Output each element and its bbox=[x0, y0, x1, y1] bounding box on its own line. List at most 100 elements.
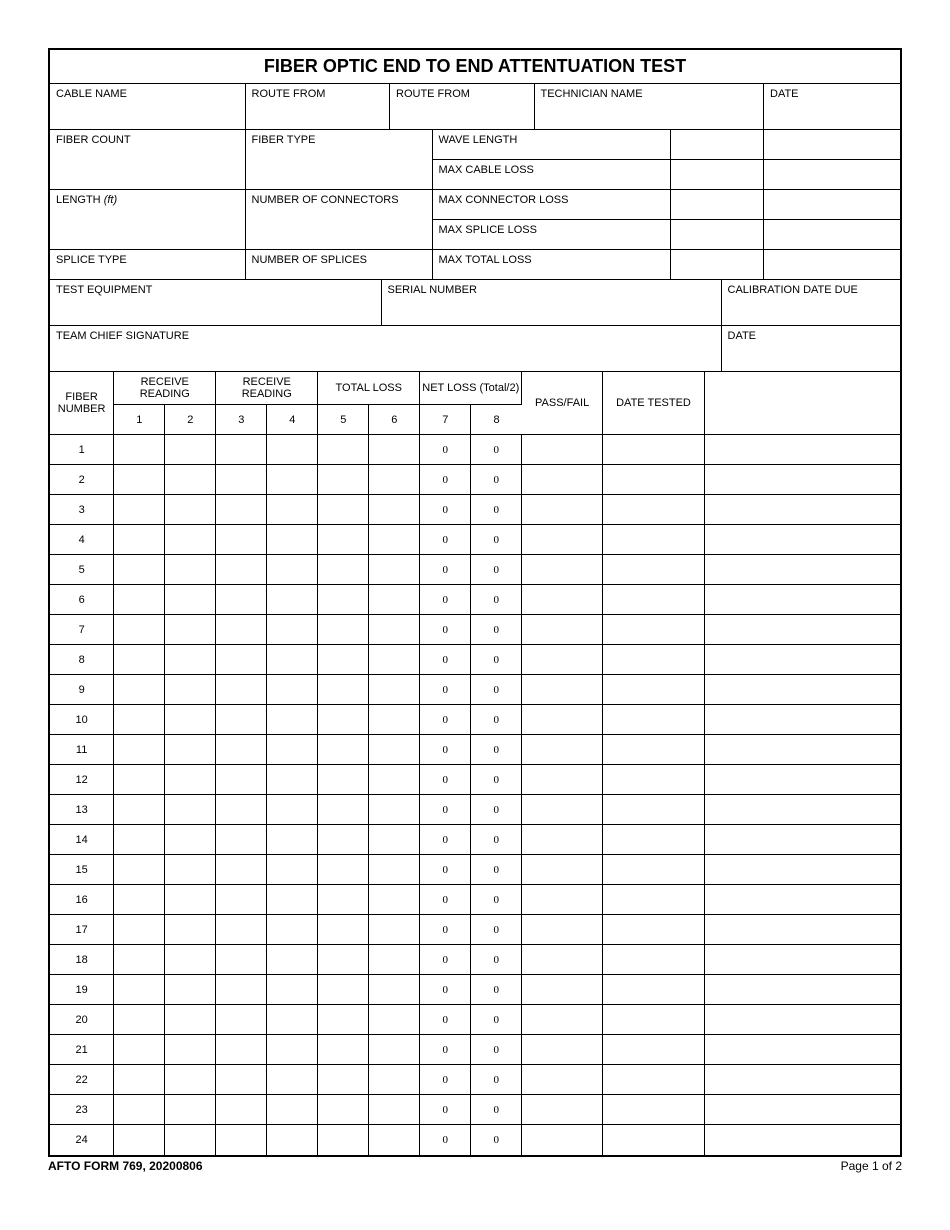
table-cell bbox=[267, 945, 318, 975]
table-cell: 0 bbox=[420, 885, 471, 915]
table-cell bbox=[318, 675, 369, 705]
table-cell bbox=[165, 465, 216, 495]
th-date-tested: DATE TESTED bbox=[603, 372, 705, 435]
table-cell bbox=[369, 645, 420, 675]
table-cell: 0 bbox=[471, 855, 522, 885]
table-cell: 0 bbox=[471, 555, 522, 585]
table-cell: 0 bbox=[471, 765, 522, 795]
table-cell bbox=[165, 975, 216, 1005]
table-cell bbox=[165, 1065, 216, 1095]
table-row: 100 bbox=[50, 435, 900, 465]
table-cell bbox=[216, 1005, 267, 1035]
table-cell bbox=[216, 885, 267, 915]
table-cell bbox=[705, 1005, 901, 1035]
table-cell bbox=[522, 1005, 603, 1035]
table-cell bbox=[318, 1035, 369, 1065]
table-cell bbox=[522, 825, 603, 855]
table-cell bbox=[216, 825, 267, 855]
table-cell: 4 bbox=[50, 525, 114, 555]
table-cell bbox=[603, 645, 705, 675]
table-cell bbox=[318, 765, 369, 795]
table-cell bbox=[165, 1035, 216, 1065]
table-cell: 0 bbox=[471, 825, 522, 855]
label-fiber-type: FIBER TYPE bbox=[246, 130, 433, 190]
value-max-total-loss-a bbox=[671, 250, 765, 280]
table-cell bbox=[267, 1005, 318, 1035]
table-cell bbox=[369, 825, 420, 855]
table-cell bbox=[267, 915, 318, 945]
table-cell: 0 bbox=[471, 465, 522, 495]
table-cell: 0 bbox=[420, 765, 471, 795]
label-max-total-loss: MAX TOTAL LOSS bbox=[433, 250, 671, 280]
table-cell bbox=[165, 495, 216, 525]
table-cell bbox=[369, 705, 420, 735]
table-cell bbox=[216, 795, 267, 825]
table-cell bbox=[165, 765, 216, 795]
table-cell bbox=[318, 1125, 369, 1155]
table-cell bbox=[603, 1065, 705, 1095]
table-cell bbox=[267, 525, 318, 555]
th-pass-fail: PASS/FAIL bbox=[522, 372, 603, 435]
table-cell bbox=[369, 495, 420, 525]
th-col-3: 3 bbox=[216, 405, 267, 435]
table-cell: 0 bbox=[420, 975, 471, 1005]
table-cell: 0 bbox=[471, 1035, 522, 1065]
table-row: 200 bbox=[50, 465, 900, 495]
th-col-4: 4 bbox=[267, 405, 318, 435]
table-cell bbox=[603, 975, 705, 1005]
table-cell: 6 bbox=[50, 585, 114, 615]
table-cell: 8 bbox=[50, 645, 114, 675]
label-calibration-date-due: CALIBRATION DATE DUE bbox=[722, 280, 901, 326]
table-cell bbox=[522, 885, 603, 915]
table-cell bbox=[114, 735, 165, 765]
th-col-2: 2 bbox=[165, 405, 216, 435]
table-cell bbox=[114, 1035, 165, 1065]
table-cell bbox=[705, 465, 901, 495]
table-row: 1200 bbox=[50, 765, 900, 795]
table-cell bbox=[114, 615, 165, 645]
table-cell bbox=[522, 855, 603, 885]
table-cell bbox=[369, 975, 420, 1005]
table-cell bbox=[603, 465, 705, 495]
table-row: 900 bbox=[50, 675, 900, 705]
value-max-splice-loss-a bbox=[671, 220, 764, 250]
table-cell bbox=[522, 795, 603, 825]
table-row: 1300 bbox=[50, 795, 900, 825]
table-cell bbox=[318, 645, 369, 675]
table-cell bbox=[216, 465, 267, 495]
table-cell bbox=[369, 615, 420, 645]
table-cell bbox=[522, 1035, 603, 1065]
table-cell bbox=[267, 555, 318, 585]
table-cell bbox=[216, 735, 267, 765]
table-cell bbox=[705, 915, 901, 945]
table-cell bbox=[522, 705, 603, 735]
table-cell: 23 bbox=[50, 1095, 114, 1125]
table-cell: 0 bbox=[420, 855, 471, 885]
table-cell bbox=[369, 1095, 420, 1125]
table-cell bbox=[267, 615, 318, 645]
form-title: FIBER OPTIC END TO END ATTENTUATION TEST bbox=[50, 50, 900, 84]
table-row: 800 bbox=[50, 645, 900, 675]
table-cell: 0 bbox=[420, 945, 471, 975]
table-cell bbox=[603, 1095, 705, 1125]
th-receive-reading-a: RECEIVE READING bbox=[114, 372, 216, 405]
table-cell: 0 bbox=[471, 915, 522, 945]
table-cell bbox=[522, 1065, 603, 1095]
value-max-connector-loss-b bbox=[764, 190, 900, 220]
table-cell: 5 bbox=[50, 555, 114, 585]
table-cell bbox=[705, 765, 901, 795]
table-cell: 0 bbox=[471, 645, 522, 675]
table-cell bbox=[318, 825, 369, 855]
table-cell: 0 bbox=[471, 705, 522, 735]
table-cell bbox=[522, 615, 603, 645]
table-cell bbox=[603, 555, 705, 585]
table-cell bbox=[522, 465, 603, 495]
table-cell bbox=[705, 1095, 901, 1125]
table-cell bbox=[705, 555, 901, 585]
table-cell bbox=[114, 585, 165, 615]
table-cell bbox=[522, 585, 603, 615]
label-date: DATE bbox=[764, 84, 900, 130]
table-cell: 15 bbox=[50, 855, 114, 885]
value-max-splice-loss-b bbox=[764, 220, 900, 250]
table-cell bbox=[267, 465, 318, 495]
